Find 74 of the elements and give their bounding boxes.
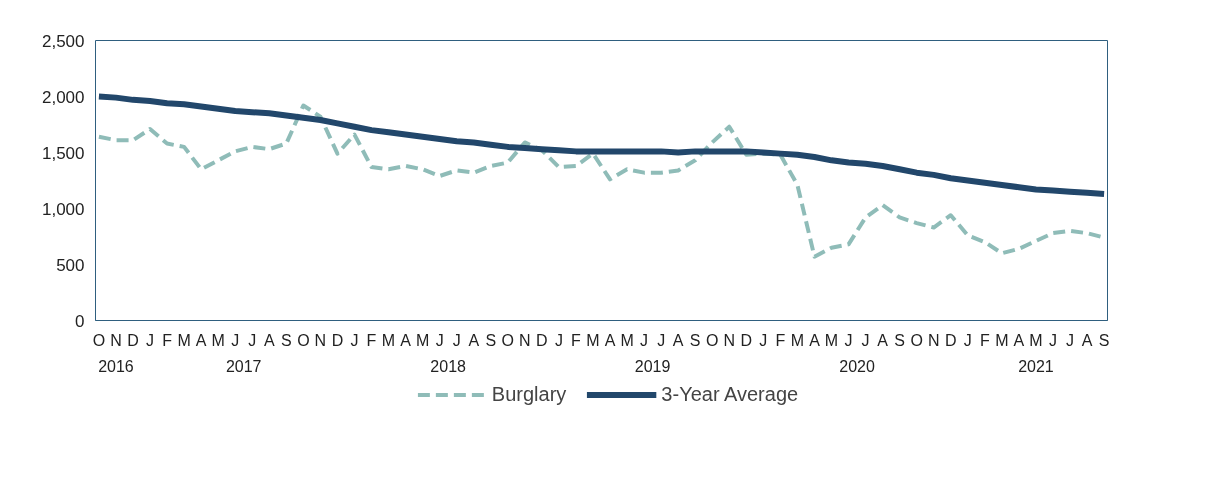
x-tick-label: A (263, 331, 275, 349)
legend-label: 3-Year Average (661, 382, 799, 406)
x-tick-label: A (604, 331, 616, 349)
x-tick-label: J (963, 331, 972, 349)
x-tick-label: M (586, 331, 600, 349)
x-tick-label: D (944, 331, 957, 349)
x-tick-label: N (723, 331, 736, 349)
x-tick-label: A (195, 331, 207, 349)
x-tick-label: J (1048, 331, 1057, 349)
x-tick-label: A (468, 331, 480, 349)
x-tick-label: M (177, 331, 191, 349)
x-tick-label: A (877, 331, 889, 349)
text: 2017 (225, 357, 262, 375)
x-tick-label: F (162, 331, 173, 349)
x-tick-label: J (759, 331, 768, 349)
x-tick-label: O (92, 331, 106, 349)
text: 2016 (98, 357, 134, 375)
x-tick-label: M (995, 331, 1009, 349)
x-tick-label: M (790, 331, 805, 349)
x-tick-label: A (809, 331, 821, 349)
x-tick-label: M (824, 331, 839, 349)
x-tick-label: J (248, 331, 257, 349)
x-tick-label: M (620, 331, 634, 349)
x-tick-label: M (1029, 331, 1043, 349)
x-tick-label: F (366, 331, 377, 349)
x-tick-label: S (485, 331, 497, 349)
x-tick-label: J (350, 331, 359, 349)
x-tick-label: D (127, 331, 139, 349)
x-tick-label: O (706, 331, 719, 349)
x-tick-label: J (861, 331, 870, 349)
x-tick-label: J (554, 331, 563, 349)
y-tick-label: 1,000 (41, 199, 85, 219)
x-tick-label: J (231, 331, 240, 349)
x-tick-label: O (501, 331, 515, 349)
legend-label: Burglary (491, 382, 567, 406)
x-tick-label: J (146, 331, 155, 349)
x-tick-label: F (571, 331, 582, 349)
x-tick-label: S (894, 331, 905, 349)
x-tick-label: A (1013, 331, 1025, 349)
x-tick-label: N (314, 331, 327, 349)
text: 2019 (634, 357, 671, 375)
y-tick-label: 1,500 (41, 143, 85, 163)
x-tick-label: N (519, 331, 531, 349)
x-tick-label: A (400, 331, 412, 349)
x-tick-label: D (740, 331, 753, 349)
x-tick-label: M (381, 331, 396, 349)
x-tick-label: M (415, 331, 430, 349)
x-tick-label: J (1066, 331, 1075, 349)
x-tick-label: D (536, 331, 548, 349)
y-tick-label: 2,000 (41, 87, 85, 107)
text: 2018 (430, 357, 467, 375)
x-tick-label: S (1098, 331, 1110, 349)
x-tick-label: F (775, 331, 786, 349)
x-tick-label: J (844, 331, 853, 349)
x-tick-label: A (1081, 331, 1093, 349)
y-tick-label: 2,500 (41, 31, 85, 51)
x-tick-label: D (331, 331, 344, 349)
y-tick-label: 0 (75, 311, 85, 331)
text: 2020 (839, 357, 875, 375)
x-tick-label: J (452, 331, 461, 349)
x-tick-label: S (689, 331, 701, 349)
x-tick-label: J (435, 331, 444, 349)
y-tick-label: 500 (56, 255, 85, 275)
x-tick-label: F (979, 331, 990, 349)
x-tick-label: N (110, 331, 122, 349)
x-tick-label: S (280, 331, 292, 349)
x-tick-label: N (927, 331, 940, 349)
x-tick-label: J (640, 331, 649, 349)
x-tick-label: O (910, 331, 923, 349)
x-tick-label: M (211, 331, 225, 349)
x-tick-label: A (672, 331, 684, 349)
x-tick-label: J (657, 331, 666, 349)
text: 2021 (1018, 357, 1054, 375)
x-tick-label: O (297, 331, 310, 349)
